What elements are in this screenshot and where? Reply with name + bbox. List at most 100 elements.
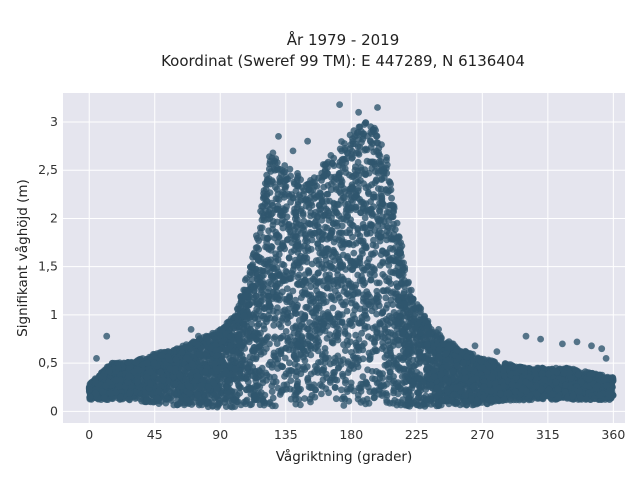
data-point bbox=[354, 271, 362, 279]
data-point bbox=[332, 395, 340, 403]
data-point bbox=[283, 344, 290, 352]
data-point bbox=[318, 264, 325, 271]
data-point bbox=[405, 287, 413, 295]
data-point bbox=[354, 391, 362, 399]
data-point bbox=[338, 222, 346, 230]
data-point bbox=[267, 358, 274, 366]
data-point bbox=[336, 145, 344, 153]
data-point bbox=[287, 231, 295, 239]
data-point bbox=[249, 363, 257, 371]
data-point bbox=[269, 394, 277, 402]
data-point bbox=[308, 260, 316, 268]
data-point bbox=[321, 211, 328, 219]
data-point bbox=[379, 259, 387, 267]
data-point bbox=[279, 332, 287, 340]
data-point bbox=[330, 162, 338, 170]
data-point bbox=[326, 331, 334, 339]
data-point bbox=[358, 329, 365, 337]
data-point bbox=[258, 224, 266, 232]
data-point bbox=[171, 389, 178, 397]
data-point bbox=[363, 157, 371, 165]
data-point bbox=[331, 383, 339, 391]
data-point bbox=[281, 306, 289, 314]
data-point bbox=[265, 165, 273, 173]
data-point bbox=[286, 359, 293, 367]
data-point bbox=[334, 253, 342, 261]
data-point bbox=[376, 158, 383, 165]
data-point bbox=[350, 249, 358, 257]
data-point bbox=[365, 333, 372, 340]
data-point bbox=[301, 286, 309, 294]
data-point bbox=[332, 287, 339, 295]
data-point bbox=[288, 342, 296, 349]
data-point bbox=[423, 363, 431, 371]
data-point bbox=[252, 355, 260, 363]
data-point bbox=[277, 388, 285, 396]
data-point bbox=[343, 307, 351, 315]
data-point bbox=[297, 294, 305, 302]
data-point bbox=[322, 205, 330, 213]
data-point bbox=[349, 233, 356, 241]
data-point bbox=[281, 185, 289, 192]
data-point bbox=[390, 363, 397, 370]
data-point bbox=[320, 183, 328, 191]
data-point bbox=[348, 173, 356, 181]
data-point bbox=[294, 363, 302, 370]
data-point bbox=[228, 397, 236, 405]
data-point bbox=[279, 363, 287, 371]
data-point bbox=[379, 271, 387, 278]
data-point bbox=[354, 158, 362, 166]
data-point bbox=[386, 312, 393, 320]
data-point bbox=[364, 366, 371, 374]
data-point bbox=[250, 310, 258, 317]
data-point bbox=[282, 267, 290, 275]
data-point bbox=[352, 190, 360, 198]
data-point bbox=[260, 325, 268, 333]
data-point bbox=[255, 320, 263, 328]
data-point bbox=[373, 139, 380, 147]
chart-title-line-2: Koordinat (Sweref 99 TM): E 447289, N 61… bbox=[161, 52, 525, 70]
data-point bbox=[383, 154, 390, 161]
data-point bbox=[359, 397, 367, 405]
data-point bbox=[393, 280, 400, 287]
data-point bbox=[289, 287, 297, 295]
data-point bbox=[386, 373, 393, 381]
data-point bbox=[338, 386, 345, 394]
data-point bbox=[322, 256, 330, 264]
data-point bbox=[311, 368, 318, 376]
data-point bbox=[320, 299, 327, 307]
data-point bbox=[258, 216, 266, 224]
data-point bbox=[407, 391, 415, 399]
data-point bbox=[354, 178, 362, 186]
data-point bbox=[308, 236, 316, 244]
data-point bbox=[271, 316, 279, 323]
data-point bbox=[301, 366, 309, 373]
data-point bbox=[314, 213, 321, 221]
data-point bbox=[361, 214, 369, 222]
data-point bbox=[252, 292, 260, 300]
data-point bbox=[394, 263, 402, 271]
data-point bbox=[395, 341, 402, 349]
data-point bbox=[286, 275, 293, 282]
data-point bbox=[416, 359, 423, 367]
data-point bbox=[389, 338, 397, 345]
data-point bbox=[398, 242, 406, 250]
data-point bbox=[327, 264, 335, 272]
data-point bbox=[360, 340, 368, 347]
data-point bbox=[369, 375, 376, 382]
data-point bbox=[246, 353, 254, 361]
data-point bbox=[281, 354, 289, 362]
data-point bbox=[315, 291, 322, 299]
data-point bbox=[379, 287, 387, 295]
data-point bbox=[301, 395, 308, 402]
data-point bbox=[371, 266, 378, 274]
data-point bbox=[383, 391, 391, 399]
data-point bbox=[401, 264, 409, 272]
data-point bbox=[268, 363, 276, 371]
data-point bbox=[348, 322, 356, 329]
data-point bbox=[352, 281, 360, 289]
data-point bbox=[268, 388, 276, 395]
data-point bbox=[387, 180, 394, 188]
data-point bbox=[288, 269, 296, 277]
